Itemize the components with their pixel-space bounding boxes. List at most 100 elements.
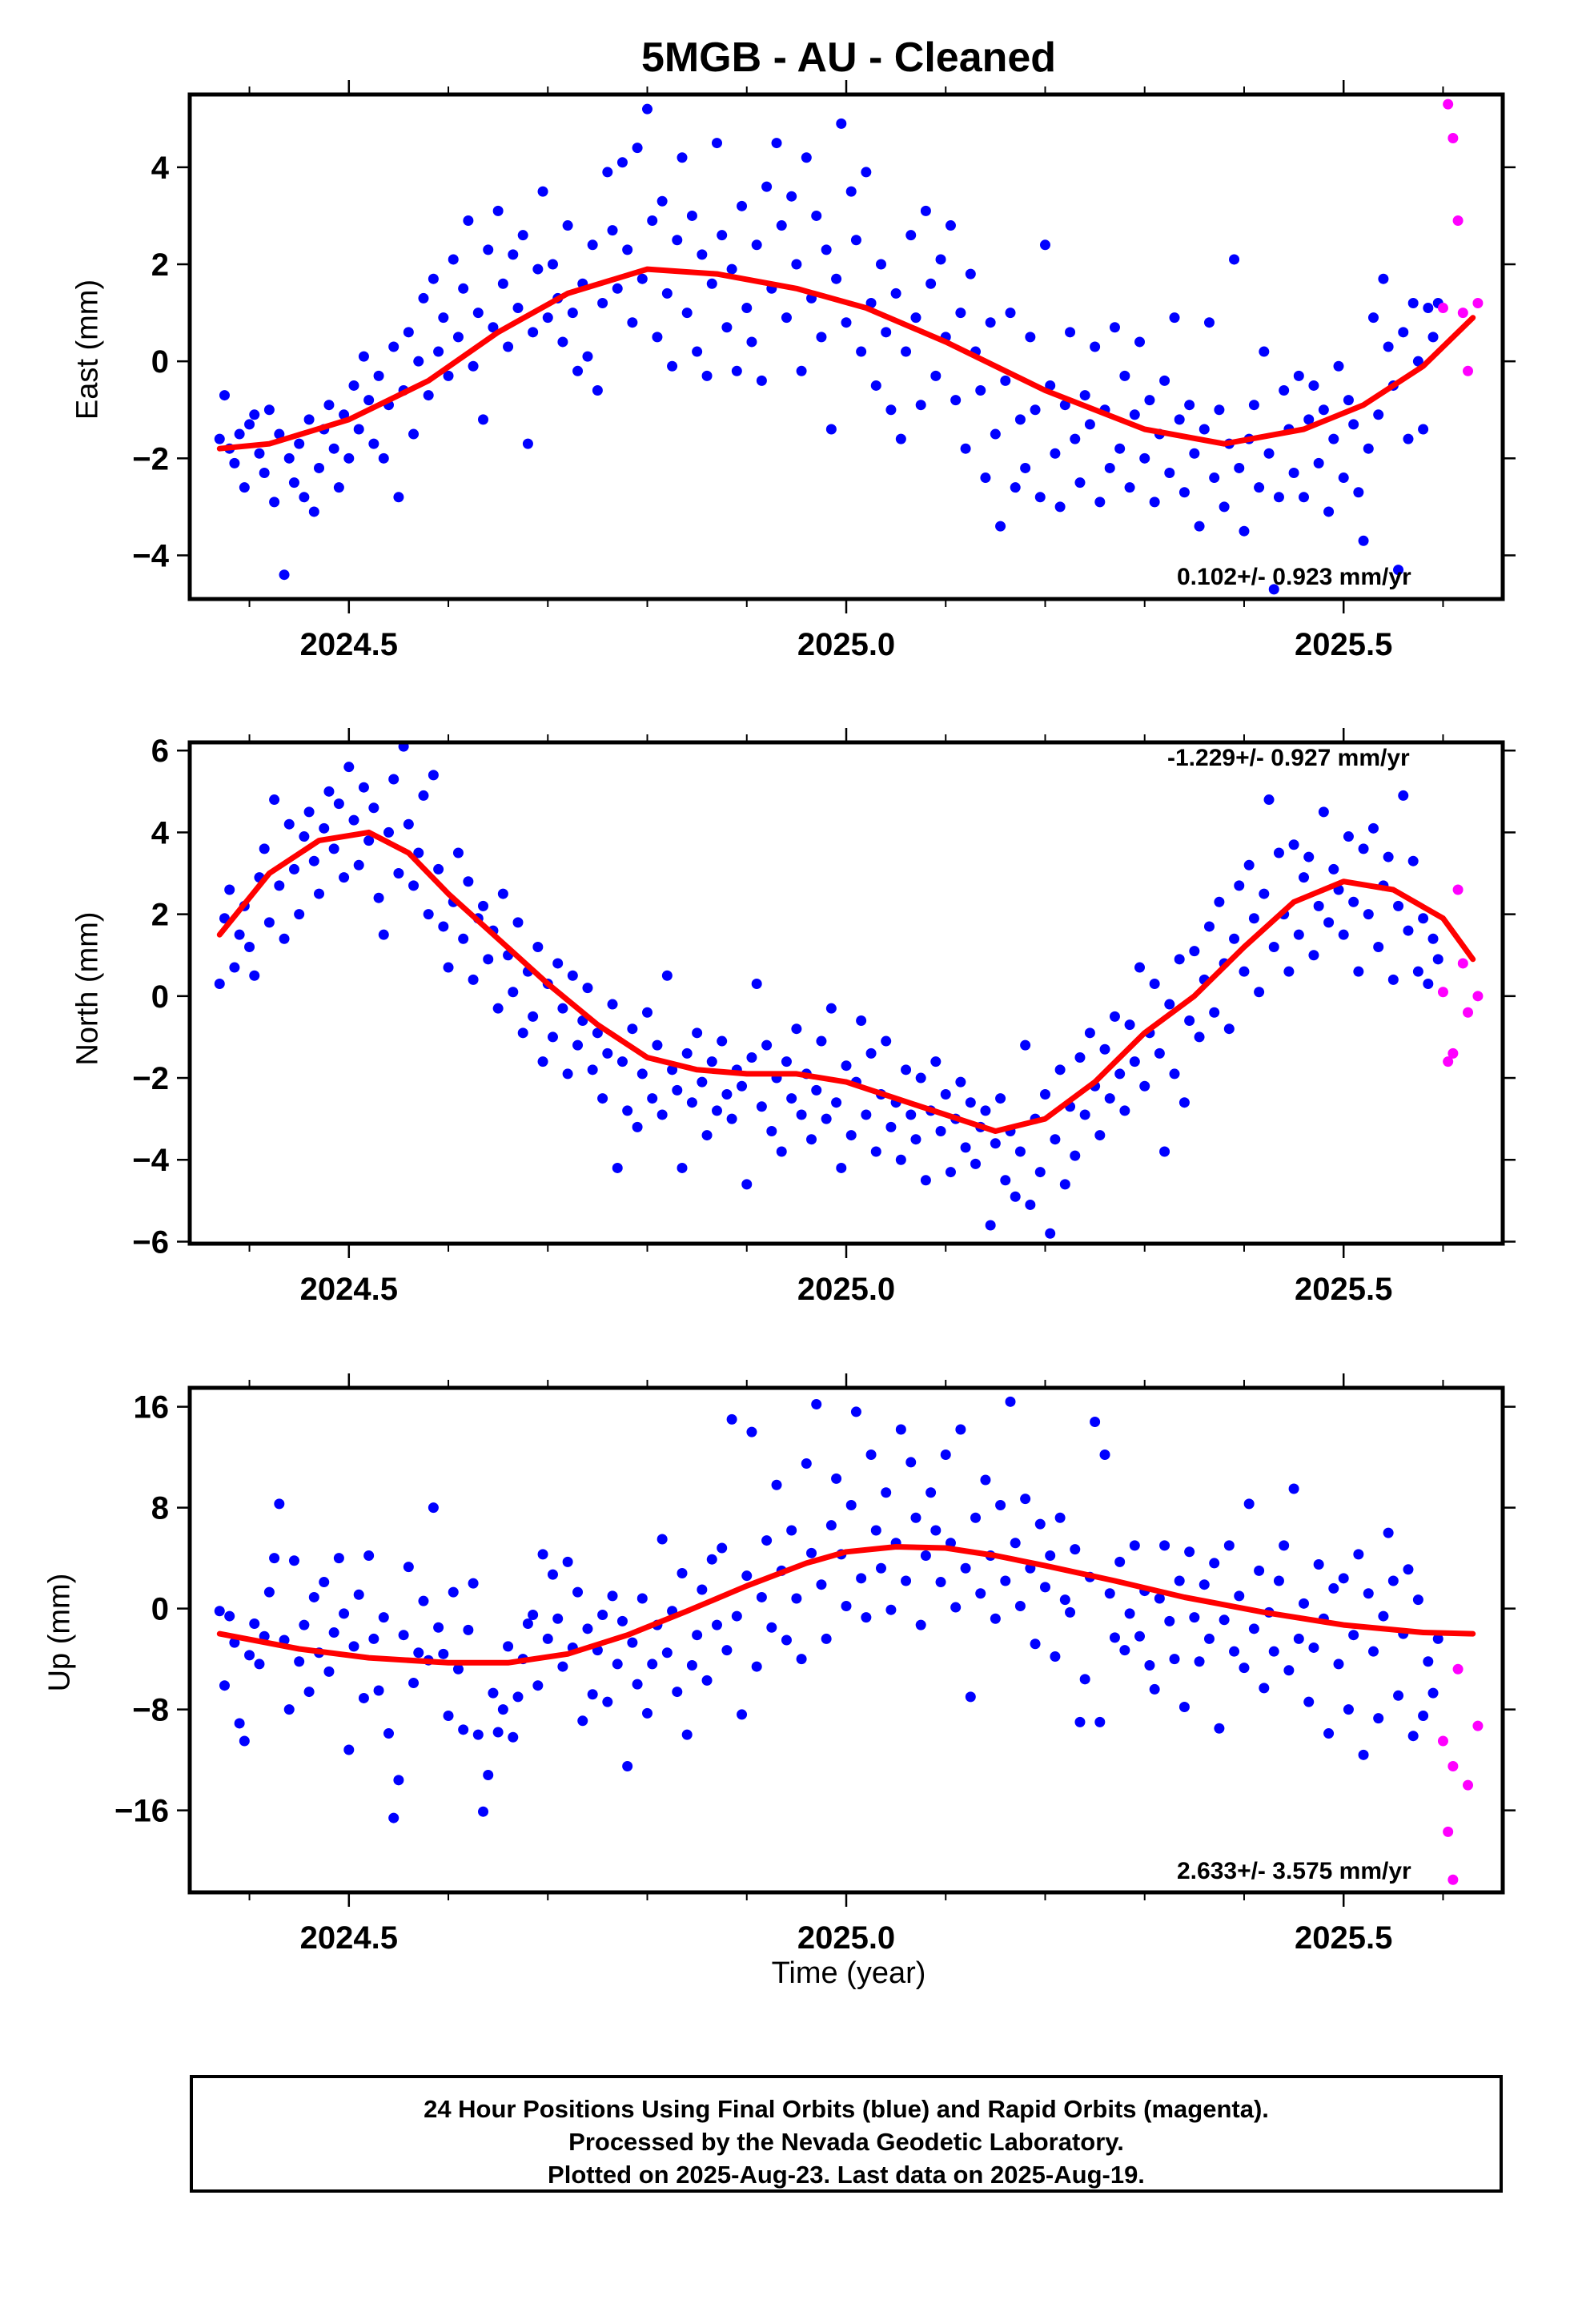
final-orbit-point (413, 1647, 424, 1659)
final-orbit-point (403, 818, 414, 830)
final-orbit-point (1367, 822, 1379, 834)
final-orbit-point (433, 863, 444, 875)
final-orbit-point (636, 1068, 648, 1080)
final-orbit-point (428, 770, 439, 781)
final-orbit-point (636, 273, 648, 284)
final-orbit-point (1045, 380, 1056, 391)
final-orbit-point (288, 863, 299, 875)
final-orbit-point (249, 1618, 260, 1630)
final-orbit-point (368, 438, 379, 449)
x-tick-label: 2025.5 (1295, 1272, 1392, 1307)
rapid-orbit-point (1447, 1874, 1459, 1885)
final-orbit-point (905, 1109, 917, 1120)
final-orbit-point (990, 1613, 1001, 1624)
final-orbit-point (1178, 487, 1190, 498)
final-orbit-point (319, 1577, 330, 1588)
final-orbit-point (244, 942, 255, 953)
final-orbit-point (910, 312, 921, 324)
final-orbit-point (259, 1630, 270, 1642)
final-orbit-point (1234, 880, 1245, 891)
final-orbit-point (975, 1588, 986, 1599)
final-orbit-point (269, 1553, 280, 1564)
final-orbit-point (448, 1586, 459, 1598)
final-orbit-point (661, 970, 673, 981)
final-orbit-point (1279, 1540, 1290, 1551)
final-orbit-point (1094, 497, 1106, 508)
final-orbit-point (1378, 273, 1389, 284)
final-orbit-point (1094, 1130, 1106, 1141)
final-orbit-point (452, 1663, 464, 1675)
final-orbit-point (647, 1659, 658, 1670)
rapid-orbit-point (1452, 215, 1464, 226)
final-orbit-point (717, 1542, 728, 1554)
final-orbit-point (314, 888, 325, 899)
final-orbit-point (1045, 1228, 1056, 1239)
final-orbit-point (1050, 1134, 1061, 1145)
final-orbit-point (1034, 1518, 1046, 1530)
x-tick-label: 2025.0 (797, 627, 895, 662)
final-orbit-point (726, 1113, 737, 1124)
final-orbit-point (1283, 1665, 1295, 1676)
final-orbit-point (1014, 414, 1026, 425)
final-orbit-point (1254, 1565, 1265, 1576)
final-orbit-point (1079, 390, 1090, 401)
final-orbit-point (1203, 1633, 1215, 1644)
final-orbit-point (1279, 385, 1290, 396)
final-orbit-point (607, 1590, 618, 1602)
final-orbit-point (901, 1064, 912, 1076)
final-orbit-point (1000, 1175, 1011, 1186)
final-orbit-point (726, 263, 737, 275)
final-orbit-point (1403, 433, 1414, 444)
final-orbit-point (323, 786, 335, 797)
final-orbit-point (294, 1656, 305, 1667)
final-orbit-point (661, 1647, 673, 1659)
final-orbit-point (692, 1027, 703, 1039)
final-orbit-point (1014, 1146, 1026, 1157)
final-orbit-point (508, 1731, 519, 1743)
final-orbit-point (905, 1457, 917, 1468)
final-orbit-point (497, 278, 508, 289)
final-orbit-point (1124, 1019, 1135, 1031)
final-orbit-point (1209, 1558, 1220, 1569)
final-orbit-point (408, 428, 420, 440)
final-orbit-point (1189, 1612, 1200, 1623)
final-orbit-point (920, 205, 931, 216)
final-orbit-point (1184, 1015, 1195, 1026)
x-tick-label: 2024.5 (300, 1272, 398, 1307)
final-orbit-point (323, 400, 335, 411)
final-orbit-point (706, 1056, 717, 1068)
final-orbit-point (960, 443, 971, 454)
final-orbit-point (865, 1449, 877, 1460)
final-orbit-point (368, 1633, 379, 1644)
final-orbit-point (786, 1525, 797, 1536)
final-orbit-point (926, 278, 937, 289)
final-orbit-point (945, 1167, 956, 1178)
final-orbit-point (542, 1633, 553, 1644)
final-orbit-point (781, 312, 792, 324)
final-orbit-point (1199, 424, 1210, 435)
final-orbit-point (448, 254, 459, 265)
final-orbit-point (721, 1088, 733, 1100)
final-orbit-point (299, 492, 310, 503)
final-orbit-point (1234, 462, 1245, 473)
final-orbit-point (1054, 501, 1066, 513)
final-orbit-point (1109, 1011, 1120, 1022)
final-orbit-point (269, 497, 280, 508)
rapid-orbit-point (1437, 987, 1448, 998)
rapid-orbit-point (1463, 1779, 1474, 1791)
final-orbit-point (642, 103, 653, 115)
final-orbit-point (632, 1679, 643, 1690)
final-orbit-point (1154, 1593, 1165, 1604)
y-tick-label: 8 (151, 1491, 169, 1526)
final-orbit-point (1154, 1047, 1165, 1059)
final-orbit-point (995, 521, 1006, 532)
final-orbit-point (582, 983, 593, 994)
final-orbit-point (214, 433, 225, 444)
final-orbit-point (1164, 468, 1175, 478)
final-orbit-point (274, 880, 285, 891)
final-orbit-point (557, 1661, 568, 1672)
final-orbit-point (458, 1724, 469, 1735)
final-orbit-point (950, 1602, 962, 1613)
final-orbit-point (1070, 1150, 1081, 1161)
final-orbit-point (1288, 839, 1299, 850)
